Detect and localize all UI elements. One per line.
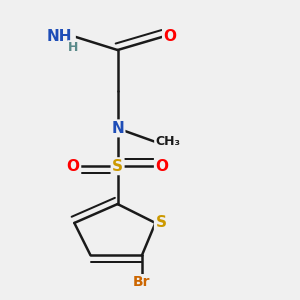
Text: S: S bbox=[112, 159, 123, 174]
Text: NH: NH bbox=[49, 29, 74, 44]
Text: Br: Br bbox=[133, 275, 151, 290]
Text: O: O bbox=[164, 29, 176, 44]
Text: S: S bbox=[155, 215, 167, 230]
Text: O: O bbox=[155, 159, 168, 174]
Text: N: N bbox=[111, 121, 124, 136]
Text: CH₃: CH₃ bbox=[155, 135, 180, 148]
Text: H: H bbox=[68, 41, 78, 54]
Text: NH: NH bbox=[46, 29, 72, 44]
Text: O: O bbox=[67, 159, 80, 174]
